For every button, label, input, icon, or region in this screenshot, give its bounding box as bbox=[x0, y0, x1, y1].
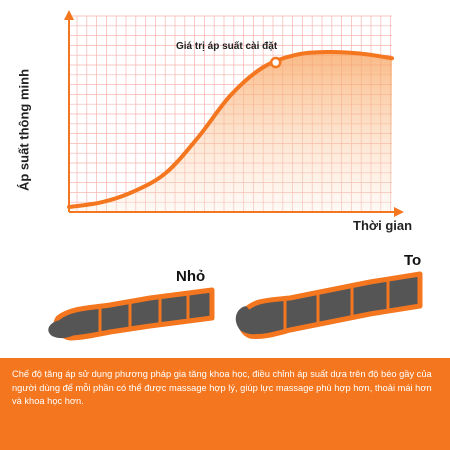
y-axis-label: Áp suất thông minh bbox=[16, 68, 32, 192]
small-size-label: Nhỏ bbox=[176, 268, 206, 285]
pressure-curve bbox=[67, 49, 394, 209]
small-leg-with-sleeve bbox=[48, 287, 215, 341]
small-foot bbox=[48, 320, 78, 339]
large-leg-with-sleeve bbox=[235, 271, 423, 339]
small-leg-chamber-lines bbox=[98, 292, 190, 334]
x-axis-label: Thời gian bbox=[353, 218, 413, 233]
description-caption: Chế độ tăng áp sử dụng phương pháp gia t… bbox=[0, 358, 450, 450]
large-leg-sleeve bbox=[238, 271, 423, 339]
leg-comparison-illustration bbox=[48, 271, 423, 341]
set-pressure-marker bbox=[269, 56, 282, 69]
pressure-chart bbox=[64, 10, 404, 217]
large-foot bbox=[235, 306, 266, 335]
set-pressure-annotation: Giá trị áp suất cài đặt bbox=[176, 41, 278, 52]
large-size-label: To bbox=[404, 252, 422, 269]
y-axis-arrow bbox=[64, 10, 74, 20]
x-axis-arrow bbox=[394, 207, 404, 217]
curve-fill-area bbox=[69, 51, 392, 212]
large-leg-chamber-lines bbox=[283, 279, 390, 330]
